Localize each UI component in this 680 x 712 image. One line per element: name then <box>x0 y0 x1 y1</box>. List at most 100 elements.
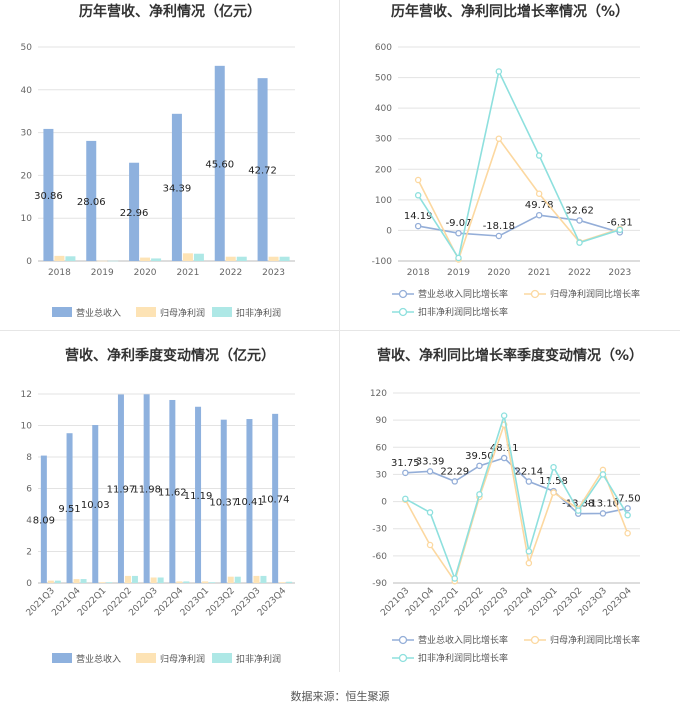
quarterly-growth-point-value-label: 48.11 <box>490 443 519 454</box>
annual-growth-legend-label: 归母净利润同比增长率 <box>550 288 640 300</box>
annual-growth-ytick-label: -100 <box>372 257 393 267</box>
annual-amounts-bar-1 <box>129 162 140 261</box>
quarterly-growth-ytick-label: -60 <box>372 552 387 562</box>
panel-divider-vertical <box>339 0 340 672</box>
annual-amounts-xtick-label: 2022 <box>219 268 242 278</box>
annual-amounts-bar-1 <box>171 113 182 262</box>
quarterly-amounts-ytick-label: 0 <box>26 579 32 589</box>
quarterly-growth-point-value-label: 31.75 <box>391 458 420 469</box>
annual-growth-point-3 <box>576 239 583 246</box>
quarterly-amounts-bar-3 <box>106 582 113 583</box>
quarterly-growth-point-1 <box>624 505 631 512</box>
quarterly-amounts-bar-3 <box>54 580 61 583</box>
quarterly-amounts-bar-value-label: 11.19 <box>184 491 213 502</box>
quarterly-amounts-bar-value-label: 11.98 <box>132 485 161 496</box>
quarterly-growth-point-3 <box>476 491 483 498</box>
annual-amounts-bar-3 <box>279 256 290 261</box>
annual-growth-ytick-label: 400 <box>375 104 392 114</box>
quarterly-amounts-bar-3 <box>157 577 164 583</box>
annual-growth-ytick-label: 200 <box>375 165 392 175</box>
quarterly-amounts-xtick-label: 2023Q4 <box>256 586 289 619</box>
quarterly-growth-point-value-label: -13.38 <box>562 499 594 510</box>
annual-growth-legend-marker <box>398 307 408 317</box>
quarterly-growth-ytick-label: 0 <box>381 498 387 508</box>
annual-growth-point-value-label: 32.62 <box>565 205 594 216</box>
annual-growth-xtick-label: 2019 <box>447 268 470 278</box>
annual-amounts-ytick-label: 0 <box>26 257 32 267</box>
annual-growth-ytick-label: 600 <box>375 43 392 53</box>
quarterly-amounts-bar-value-label: 11.62 <box>158 487 187 498</box>
quarterly-growth-point-value-label: -7.50 <box>615 493 641 504</box>
annual-growth-xtick-label: 2022 <box>568 268 591 278</box>
quarterly-growth-point-3 <box>402 495 409 503</box>
quarterly-growth-point-1 <box>451 478 458 485</box>
annual-growth-point-1 <box>535 211 543 219</box>
quarterly-amounts-legend-swatch <box>52 653 72 663</box>
quarterly-growth-legend-marker <box>530 635 540 645</box>
quarterly-amounts-ytick-label: 4 <box>26 516 32 526</box>
annual-growth-legend-label: 营业总收入同比增长率 <box>418 288 508 300</box>
quarterly-growth-title: 营收、净利同比增长率季度变动情况（%） <box>377 347 643 364</box>
quarterly-amounts-bar-1 <box>66 433 73 583</box>
annual-growth-point-3 <box>455 254 462 262</box>
quarterly-growth-point-2 <box>525 559 533 567</box>
annual-growth-point-1 <box>576 217 583 224</box>
quarterly-growth-point-3 <box>624 511 631 519</box>
annual-growth-point-value-label: 14.19 <box>404 211 433 222</box>
quarterly-growth-point-3 <box>525 548 533 555</box>
annual-amounts-bar-value-label: 45.60 <box>205 159 234 170</box>
quarterly-amounts-bar-1 <box>40 455 47 583</box>
quarterly-growth-ytick-label: -90 <box>372 579 387 589</box>
quarterly-growth-point-3 <box>575 507 582 514</box>
quarterly-amounts-ytick-label: 2 <box>26 548 32 558</box>
quarterly-amounts-bar-3 <box>183 581 190 583</box>
annual-amounts-legend-swatch <box>212 307 232 317</box>
quarterly-amounts-bar-2 <box>47 580 54 583</box>
quarterly-growth-point-1 <box>599 510 607 517</box>
quarterly-amounts-bar-3 <box>260 575 267 583</box>
annual-growth-point-1 <box>414 222 422 230</box>
quarterly-amounts-bar-1 <box>117 394 124 583</box>
quarterly-amounts-bar-1 <box>220 419 227 583</box>
annual-growth-legend-marker <box>398 289 408 299</box>
quarterly-growth-point-1 <box>426 468 434 475</box>
annual-growth-ytick-label: 0 <box>386 226 392 236</box>
annual-amounts-bar-2 <box>140 257 151 261</box>
annual-growth-series-line-1 <box>418 214 621 237</box>
annual-growth-ytick-label: 100 <box>375 196 392 206</box>
annual-amounts-bar-2 <box>225 256 236 261</box>
quarterly-amounts-ytick-label: 12 <box>21 390 32 400</box>
quarterly-amounts-bar-value-label: 9.51 <box>58 504 80 515</box>
annual-growth-point-2 <box>414 176 422 184</box>
quarterly-amounts-legend-label: 归母净利润 <box>160 653 205 665</box>
quarterly-amounts-bar-3 <box>234 576 241 583</box>
annual-growth-ytick-label: 300 <box>375 135 392 145</box>
quarterly-growth-legend-label: 扣非净利润同比增长率 <box>418 652 508 664</box>
quarterly-growth-point-1 <box>525 478 533 485</box>
annual-amounts-ytick-label: 10 <box>21 214 33 224</box>
quarterly-amounts-bar-2 <box>253 575 260 583</box>
quarterly-amounts-bar-3 <box>131 575 138 583</box>
quarterly-growth-series-line-3 <box>404 415 629 582</box>
annual-amounts-bar-value-label: 34.39 <box>163 183 192 194</box>
quarterly-growth-point-2 <box>550 489 557 496</box>
quarterly-amounts-bar-value-label: 8.09 <box>33 515 55 526</box>
quarterly-amounts-bar-2 <box>227 576 234 583</box>
quarterly-amounts-bar-value-label: 10.41 <box>235 497 264 508</box>
quarterly-amounts-legend-label: 营业总收入 <box>76 653 121 665</box>
annual-amounts-bar-value-label: 22.96 <box>120 208 149 219</box>
quarterly-growth-point-value-label: 33.39 <box>416 456 445 467</box>
quarterly-growth-point-2 <box>426 541 434 549</box>
quarterly-amounts-title: 营收、净利季度变动情况（亿元） <box>65 347 275 364</box>
quarterly-amounts-bar-2 <box>73 579 80 583</box>
annual-growth-point-1 <box>495 232 503 240</box>
quarterly-amounts-legend-swatch <box>136 653 156 663</box>
quarterly-amounts-ytick-label: 6 <box>26 485 32 495</box>
annual-amounts-legend-label: 营业总收入 <box>76 307 121 319</box>
quarterly-amounts-bar-1 <box>143 394 150 583</box>
quarterly-growth-legend-label: 营业总收入同比增长率 <box>418 634 508 646</box>
quarterly-amounts-ytick-label: 8 <box>26 453 32 463</box>
quarterly-growth-point-value-label: 11.58 <box>539 476 568 487</box>
quarterly-amounts-bar-3 <box>286 581 293 583</box>
